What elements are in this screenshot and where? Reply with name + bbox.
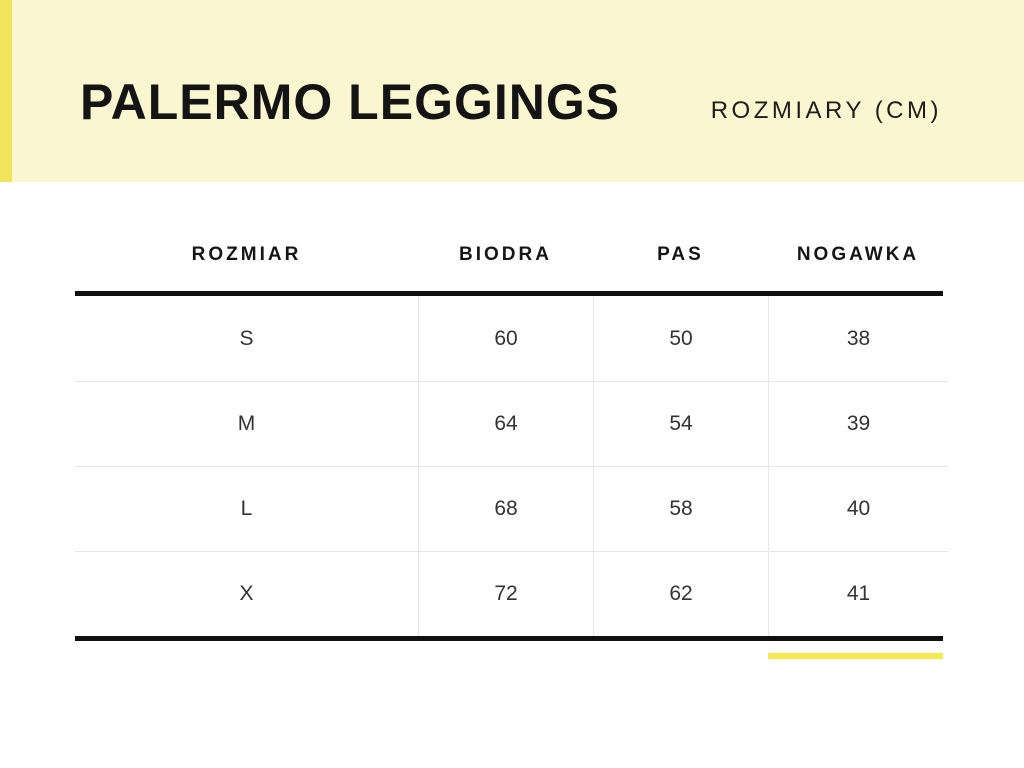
- value-cell: 54: [593, 381, 768, 466]
- value-cell: 68: [418, 466, 593, 551]
- column-header-pas: PAS: [657, 244, 704, 265]
- value-cell: 58: [593, 466, 768, 551]
- size-cell: M: [75, 381, 418, 466]
- value-cell: 39: [768, 381, 948, 466]
- nogawka-accent-underline: [768, 653, 943, 659]
- value-cell: 41: [768, 551, 948, 636]
- header-band: PALERMO LEGGINGS ROZMIARY (CM): [0, 0, 1024, 182]
- page-title: PALERMO LEGGINGS: [80, 74, 621, 130]
- value-cell: 40: [768, 466, 948, 551]
- value-cell: 64: [418, 381, 593, 466]
- size-table-body: S 60 50 38 M 64 54 39 L 68 58 40 X 72 62…: [75, 296, 948, 636]
- accent-stripe: [0, 0, 12, 182]
- value-cell: 38: [768, 296, 948, 381]
- size-cell: X: [75, 551, 418, 636]
- table-bottom-rule: [75, 636, 943, 641]
- column-header-rozmiar: ROZMIAR: [191, 244, 302, 265]
- table-top-rule: [75, 291, 943, 296]
- value-cell: 72: [418, 551, 593, 636]
- units-subtitle: ROZMIARY (CM): [710, 97, 942, 124]
- value-cell: 60: [418, 296, 593, 381]
- value-cell: 62: [593, 551, 768, 636]
- size-cell: L: [75, 466, 418, 551]
- size-table-header-row: ROZMIAR BIODRA PAS NOGAWKA: [75, 226, 948, 284]
- value-cell: 50: [593, 296, 768, 381]
- column-header-nogawka: NOGAWKA: [796, 244, 920, 265]
- size-cell: S: [239, 326, 254, 350]
- column-header-biodra: BIODRA: [459, 244, 552, 265]
